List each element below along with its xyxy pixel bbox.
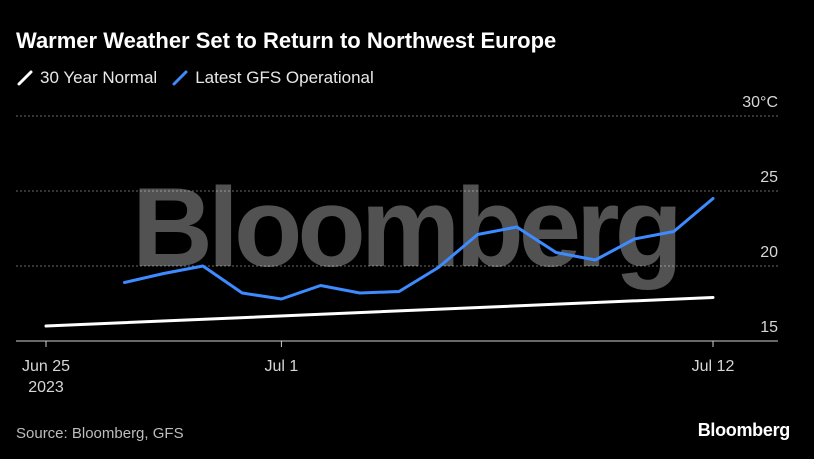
x-tick-label-0: Jun 25: [22, 358, 70, 375]
series-1-point-7: [398, 290, 401, 293]
x-tick-sublabel-0: 2023: [28, 379, 64, 396]
axis-layer: 15 20 25 30°C Jun 25 2023 Jul 1 Jul 12: [16, 94, 778, 396]
legend-item-gfs: Latest GFS Operational: [171, 68, 374, 88]
series-1-point-10: [515, 226, 518, 229]
source-note: Source: Bloomberg, GFS: [16, 425, 184, 442]
series-1-point-5: [319, 284, 322, 287]
watermark-text: Bloomberg: [132, 165, 678, 290]
series-1-point-3: [241, 292, 244, 295]
series-1-point-11: [555, 251, 558, 254]
legend-item-normal: 30 Year Normal: [16, 68, 157, 88]
y-tick-label-20: 20: [760, 244, 778, 261]
series-1-point-8: [437, 266, 440, 269]
x-tick-label-17: Jul 12: [692, 358, 735, 375]
legend-swatch-gfs: [172, 70, 188, 86]
y-tick-label-15: 15: [760, 319, 778, 336]
series-1-point-12: [594, 259, 597, 262]
series-1-point-6: [358, 292, 361, 295]
legend-label-normal: 30 Year Normal: [40, 68, 158, 87]
series-1-point-4: [280, 298, 283, 301]
y-tick-label-30: 30°C: [742, 94, 778, 111]
bloomberg-logo: Bloomberg: [697, 420, 791, 440]
series-1-point-15: [712, 197, 715, 200]
series-layer: [44, 197, 715, 328]
series-0-point-1: [712, 296, 715, 299]
series-1-point-1: [162, 272, 165, 275]
series-1-point-0: [123, 281, 126, 284]
legend-label-gfs: Latest GFS Operational: [195, 68, 374, 87]
grid-layer: [16, 115, 778, 267]
series-line-0: [44, 296, 715, 328]
legend: 30 Year Normal Latest GFS Operational: [16, 67, 388, 89]
watermark-layer: Bloomberg: [132, 165, 683, 290]
chart-title: Warmer Weather Set to Return to Northwes…: [16, 28, 557, 53]
series-line-1: [123, 197, 715, 301]
series-1-point-14: [672, 230, 675, 233]
series-1-point-9: [476, 233, 479, 236]
series-1-point-2: [201, 265, 204, 268]
y-tick-label-25: 25: [760, 169, 778, 186]
legend-swatch-normal: [17, 70, 33, 86]
series-1-point-13: [633, 238, 636, 241]
x-tick-label-6: Jul 1: [265, 358, 299, 375]
series-0-point-0: [45, 325, 48, 328]
